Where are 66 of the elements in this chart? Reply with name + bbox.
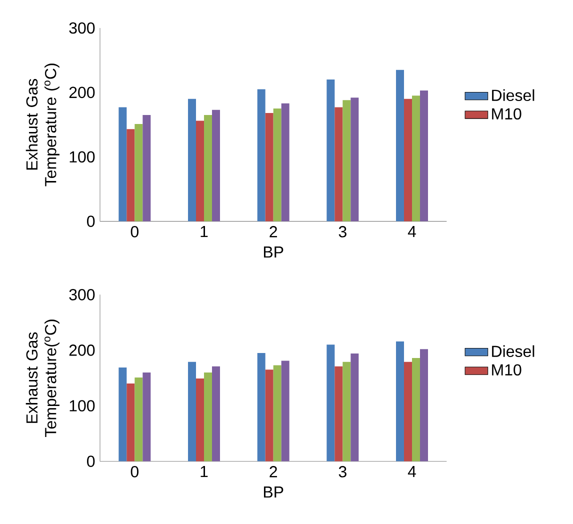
y-tick-label: 200 <box>69 344 95 356</box>
legend-label: Diesel <box>492 345 534 358</box>
x-tick-label: 1 <box>200 226 208 238</box>
bar <box>142 372 151 462</box>
bar <box>126 129 135 222</box>
y-tick-label: 300 <box>69 289 95 300</box>
legend-label: M10 <box>492 364 522 376</box>
y-tick-label: 200 <box>69 86 95 98</box>
bar <box>142 114 151 222</box>
bar <box>420 349 428 462</box>
bar <box>118 107 127 222</box>
x-tick-label: 3 <box>338 466 346 478</box>
bar <box>273 108 282 222</box>
bar <box>342 362 351 462</box>
bar <box>342 100 351 222</box>
legend-label: M10 <box>492 108 522 120</box>
bar <box>404 98 412 222</box>
x-tick-label: 4 <box>408 226 416 238</box>
x-tick-label: 2 <box>270 226 277 238</box>
bar <box>134 124 143 222</box>
x-axis-title: BP <box>264 246 284 258</box>
x-axis-title: BP <box>264 486 284 498</box>
y-tick-label: 300 <box>69 22 95 34</box>
bar <box>265 370 274 462</box>
bar <box>134 377 143 462</box>
bar <box>188 98 196 222</box>
y-axis-title: Exhaust Gas Temperature ($^{o}$C) <box>26 64 60 186</box>
x-tick-label: 1 <box>200 466 208 478</box>
y-axis-title: Exhaust Gas Temperature($^{o}$C) <box>26 320 60 437</box>
bar <box>257 89 266 222</box>
bar <box>118 367 127 462</box>
bar <box>396 70 404 222</box>
bar <box>212 110 220 222</box>
bar <box>196 378 204 462</box>
bar <box>204 114 212 222</box>
y-tick-label: 0 <box>87 216 95 227</box>
bar <box>273 365 282 462</box>
y-tick-label: 100 <box>70 400 95 412</box>
legend-label: Diesel <box>492 89 534 102</box>
x-tick-label: 3 <box>338 226 346 238</box>
y-tick-label: 0 <box>87 456 95 467</box>
y-tick-label: 100 <box>70 151 95 163</box>
bar <box>326 344 335 462</box>
x-tick-label: 0 <box>130 466 138 478</box>
bar <box>204 372 212 462</box>
bar <box>350 98 359 222</box>
bar <box>350 354 359 462</box>
bar <box>265 113 274 222</box>
bar <box>334 107 343 222</box>
bar <box>412 358 420 462</box>
bar <box>281 360 290 462</box>
x-tick-label: 2 <box>270 466 277 478</box>
bar <box>126 384 135 462</box>
x-tick-label: 0 <box>130 226 138 238</box>
bar <box>412 96 420 222</box>
bar <box>212 366 220 462</box>
bar <box>196 120 204 222</box>
bar <box>281 103 290 222</box>
x-tick-label: 4 <box>408 466 416 478</box>
bar <box>396 341 404 462</box>
bar <box>420 90 428 222</box>
bar <box>257 352 266 462</box>
bar <box>334 366 343 462</box>
bar <box>326 80 335 222</box>
bar <box>404 362 412 462</box>
bar <box>188 362 196 462</box>
